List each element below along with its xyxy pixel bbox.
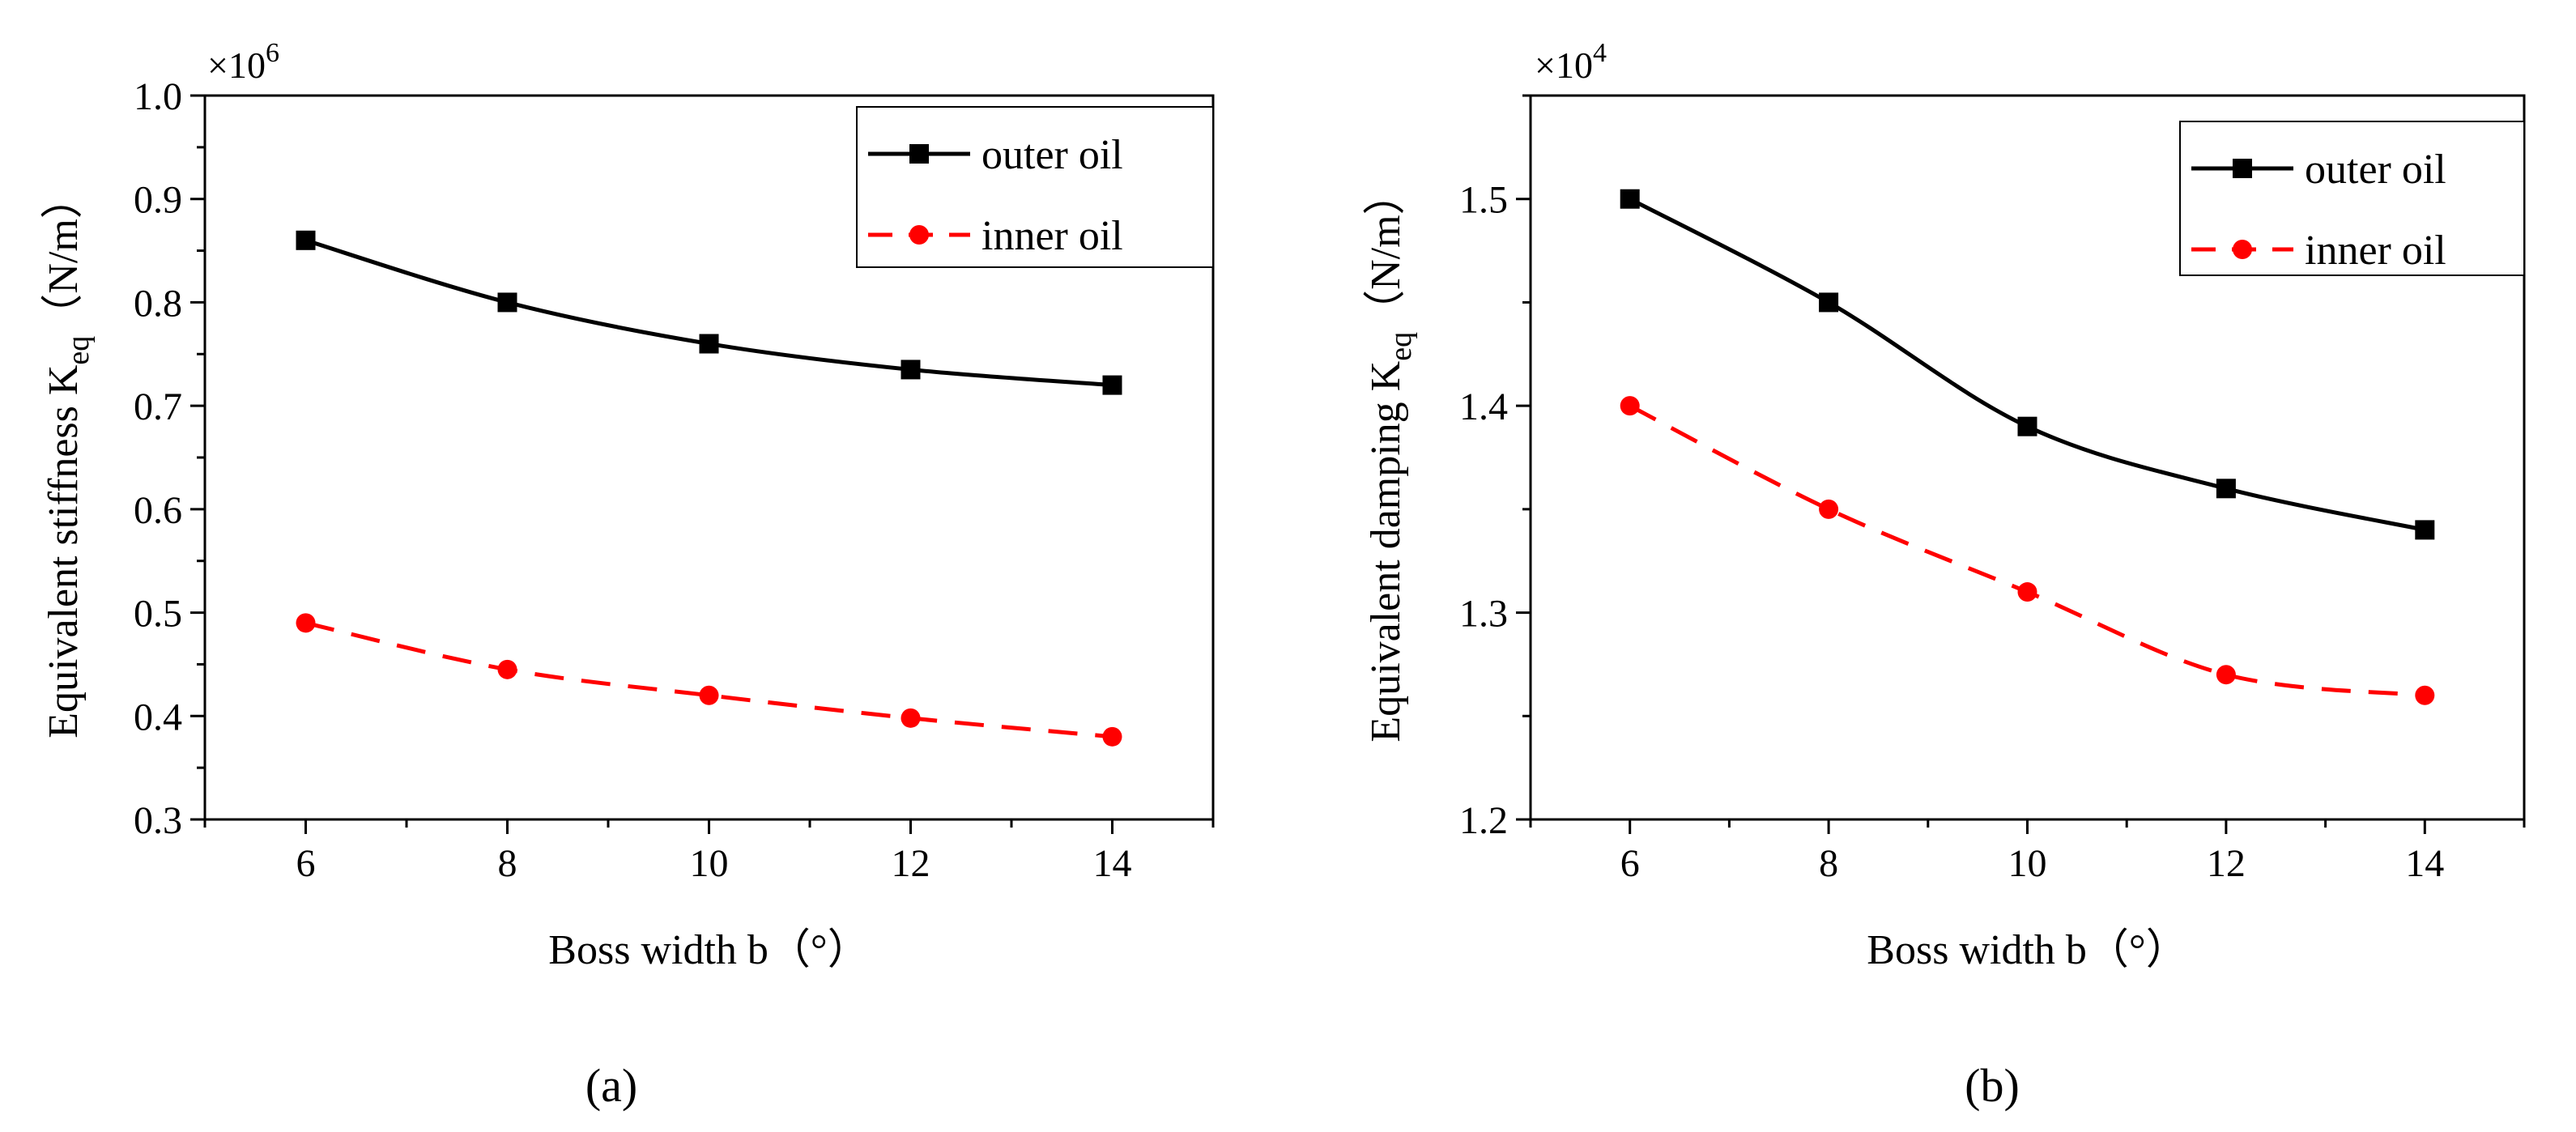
y-axis-label: Equivalent damping Keq（N/m） — [1363, 172, 1418, 742]
data-point-marker — [497, 292, 517, 313]
data-point-marker — [2017, 582, 2037, 602]
data-point-marker — [901, 360, 921, 380]
y-axis-label: Equivalent stiffness Keq（N/m） — [40, 177, 96, 738]
axis-multiplier: ×106 — [207, 38, 279, 86]
data-point-marker — [699, 685, 719, 705]
x-tick-label: 6 — [1620, 842, 1640, 885]
multiplier-base: ×10 — [1535, 45, 1593, 86]
y-tick-label: 0.3 — [134, 799, 182, 842]
x-tick-label: 6 — [296, 842, 316, 885]
chart-b: 6 8 10 12 14 1.2 1.3 1.4 1.5 ×104 Boss width b（°） E… — [1363, 38, 2526, 1112]
x-axis-label: Boss width b（°） — [1867, 927, 2187, 973]
legend-marker — [2233, 159, 2252, 178]
legend-marker — [2233, 240, 2252, 259]
legend-marker — [909, 225, 929, 245]
y-axis-label-main: Equivalent damping K — [1363, 360, 1409, 742]
x-tick-label: 12 — [892, 842, 930, 885]
x-tick-label: 8 — [1819, 842, 1838, 885]
data-point-marker — [296, 230, 316, 250]
data-point-marker — [1620, 189, 1640, 209]
y-axis-label-unit: （N/m） — [40, 177, 87, 335]
x-tick-label: 10 — [2008, 842, 2047, 885]
chart-a: 6 8 10 12 140.30.40.50.60.70.80.91.0×106Boss… — [40, 38, 1215, 1112]
x-tick-label: 8 — [498, 842, 517, 885]
y-tick-label: 0.7 — [134, 385, 182, 428]
y-tick-label: 0.9 — [134, 179, 182, 222]
legend-label: outer oil — [981, 132, 1123, 178]
y-tick-label: 0.6 — [134, 489, 182, 532]
data-point-marker — [1819, 499, 1839, 519]
y-axis-label-main: Equivalent stiffness K — [40, 364, 87, 738]
y-tick-label: 0.5 — [134, 593, 182, 636]
multiplier-exponent: 6 — [266, 38, 279, 68]
y-tick-label: 0.4 — [134, 696, 182, 738]
multiplier-base: ×10 — [207, 45, 266, 86]
y-tick-label: 1.2 — [1459, 799, 1508, 842]
multiplier-exponent: 4 — [1593, 38, 1607, 68]
legend-label: inner oil — [2305, 228, 2446, 274]
data-point-marker — [497, 659, 517, 679]
data-point-marker — [2415, 685, 2435, 705]
data-point-marker — [2216, 479, 2236, 499]
y-axis-label-unit: （N/m） — [1363, 172, 1409, 331]
data-point-marker — [1102, 375, 1122, 395]
data-point-marker — [699, 334, 719, 354]
data-point-marker — [901, 708, 921, 728]
data-point-marker — [2216, 665, 2236, 685]
y-tick-label: 0.8 — [134, 282, 182, 325]
series-line-inner-oil — [1629, 403, 2425, 698]
x-tick-label: 10 — [690, 842, 729, 885]
x-axis-label: Boss width b（°） — [548, 927, 869, 973]
panel-label: (a) — [585, 1059, 637, 1112]
legend-label: outer oil — [2305, 147, 2446, 193]
y-axis-label-subscript: eq — [62, 336, 96, 365]
legend-marker — [909, 144, 929, 164]
data-point-marker — [2017, 416, 2037, 436]
axis-multiplier: ×104 — [1535, 38, 1607, 86]
data-point-marker — [1620, 396, 1640, 416]
y-tick-label: 1.3 — [1459, 593, 1508, 636]
x-tick-label: 14 — [1093, 842, 1132, 885]
y-axis-label-subscript: eq — [1384, 332, 1418, 361]
x-tick-label: 14 — [2405, 842, 2444, 885]
data-point-marker — [1819, 292, 1839, 313]
y-tick-label: 1.5 — [1459, 179, 1508, 222]
legend-label: inner oil — [981, 213, 1123, 259]
panel-label: (b) — [1965, 1059, 2020, 1112]
y-tick-label: 1.0 — [134, 75, 182, 118]
y-tick-label: 1.4 — [1459, 385, 1508, 428]
x-tick-label: 12 — [2207, 842, 2246, 885]
data-point-marker — [2415, 520, 2435, 540]
data-point-marker — [1102, 726, 1122, 747]
series-line-inner-oil — [304, 620, 1113, 739]
data-point-marker — [296, 613, 316, 633]
